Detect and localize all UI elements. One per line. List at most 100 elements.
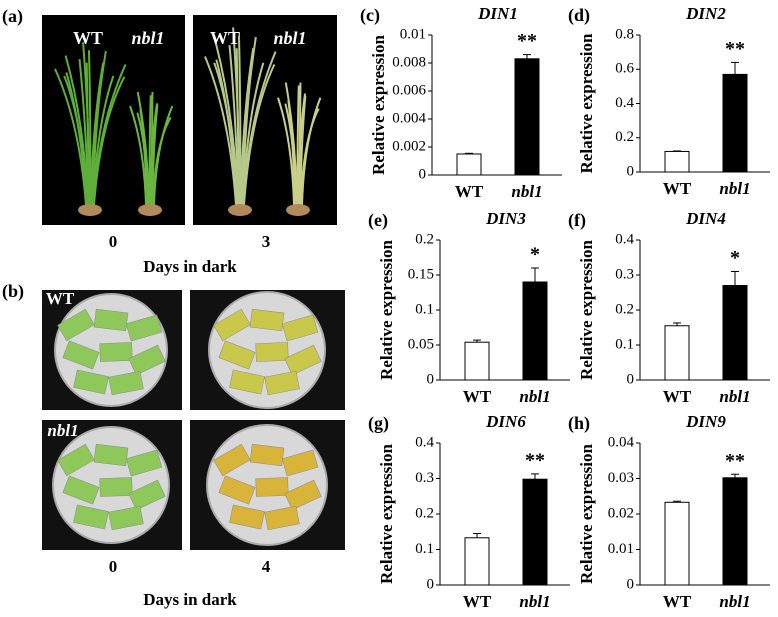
y-tick-label: 0.3 [615, 266, 634, 282]
leaf-segment [128, 479, 166, 511]
leaf [296, 85, 300, 206]
x-tick-label: nbl1 [719, 387, 750, 406]
x-label: Days in dark [143, 257, 237, 276]
y-tick-label: 0.002 [392, 138, 426, 154]
leaf [87, 50, 92, 206]
chart-title: DIN2 [685, 4, 726, 23]
leaf [277, 97, 295, 206]
dishes [52, 291, 328, 546]
y-tick-label: 0.004 [392, 110, 426, 126]
panel-label: (f) [568, 210, 586, 231]
leaf-segment [99, 342, 133, 362]
y-axis-label: Relative expression [377, 443, 396, 583]
y-axis-label: Relative expression [377, 239, 396, 379]
bar [722, 73, 748, 173]
y-tick-label: 0.05 [408, 336, 434, 352]
leaf-segment [93, 308, 129, 332]
leaf-segment [229, 369, 265, 395]
leaf [151, 104, 159, 206]
y-tick-label: 0.1 [615, 336, 634, 352]
chart-title: DIN4 [685, 209, 726, 228]
significance: * [730, 247, 740, 269]
significance: * [530, 244, 540, 266]
y-tick-label: 0.3 [415, 470, 434, 486]
y-tick-label: 0.8 [615, 26, 634, 42]
y-tick-label: 0.2 [615, 301, 634, 317]
x-tick-label: WT [463, 387, 492, 406]
leaf [298, 82, 302, 206]
roots [78, 204, 102, 216]
leaf-segment [255, 342, 289, 362]
y-tick-label: 0 [419, 166, 427, 182]
leaf [153, 105, 174, 206]
y-tick-label: 0 [627, 576, 635, 592]
significance: ** [725, 450, 745, 472]
y-tick-label: 0.01 [400, 26, 426, 42]
y-axis-label: Relative expression [577, 443, 596, 583]
y-tick-label: 0.01 [608, 541, 634, 557]
x-label: Days in dark [143, 590, 237, 609]
leaf-segment [284, 344, 322, 376]
leaf [64, 55, 89, 206]
bar [664, 501, 690, 586]
bar [664, 150, 690, 173]
leaf-segment [249, 443, 285, 467]
time-label: 4 [262, 557, 271, 576]
leaf [284, 82, 298, 206]
leaf-segment [128, 344, 166, 376]
y-axis-label: Relative expression [577, 239, 596, 379]
leaf-segment [57, 443, 95, 477]
leaf-segment [99, 477, 133, 497]
leaf [301, 97, 322, 206]
photo [42, 15, 185, 225]
leaf-segment [57, 308, 95, 342]
y-tick-label: 0.4 [615, 231, 634, 247]
y-tick-label: 0.2 [415, 505, 434, 521]
leaf-segment [264, 505, 300, 531]
y-tick-label: 0.1 [415, 541, 434, 557]
photo-label: nbl1 [273, 28, 306, 48]
bar [522, 478, 548, 586]
leaf [136, 91, 150, 206]
x-tick-label: WT [663, 179, 692, 198]
leaf-segment [218, 475, 256, 505]
leaf [148, 95, 152, 206]
leaf-segment [281, 449, 319, 477]
y-tick-label: 0 [427, 576, 435, 592]
y-tick-label: 0.4 [615, 95, 634, 111]
x-tick-label: WT [663, 592, 692, 611]
y-tick-label: 0 [427, 371, 435, 387]
x-tick-label: WT [663, 387, 692, 406]
panel-label: (a) [2, 6, 23, 27]
x-tick-label: nbl1 [511, 182, 542, 201]
leaf-segment [62, 340, 100, 370]
photo-label: nbl1 [47, 421, 78, 440]
leaf-segment [93, 443, 129, 467]
y-tick-label: 0.03 [608, 470, 634, 486]
leaf-segment [284, 479, 322, 511]
leaf-segment [281, 314, 319, 342]
leaf-segment [108, 505, 144, 531]
panel-label: (e) [368, 210, 388, 231]
y-tick-label: 0.6 [615, 61, 634, 77]
leaf-segment [213, 308, 251, 342]
leaf-segment [125, 314, 163, 342]
significance: ** [517, 30, 537, 52]
plants [54, 27, 322, 216]
significance: ** [525, 449, 545, 471]
photo-label: WT [210, 28, 240, 48]
chart-title: DIN6 [485, 412, 526, 431]
bar [464, 341, 490, 381]
leaf [93, 76, 126, 206]
leaf-segment [73, 504, 109, 530]
x-tick-label: nbl1 [719, 592, 750, 611]
leaf-segment [255, 477, 289, 497]
time-label: 3 [262, 232, 271, 251]
bar [722, 285, 748, 381]
x-tick-label: nbl1 [719, 179, 750, 198]
leaf [214, 41, 239, 206]
x-tick-label: WT [463, 592, 492, 611]
y-tick-label: 0.008 [392, 54, 426, 70]
leaf-segment [249, 308, 285, 332]
